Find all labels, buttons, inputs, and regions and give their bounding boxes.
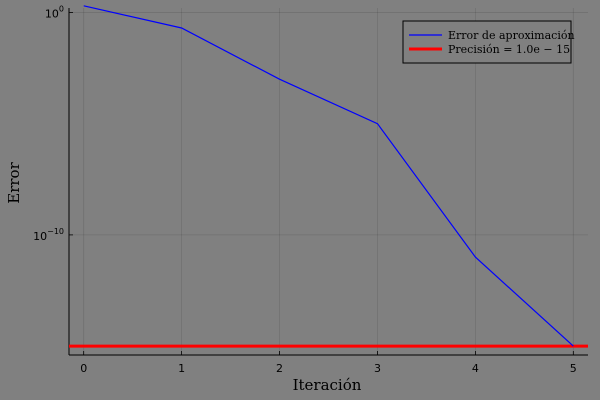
x-tick-label: 4 [472, 362, 479, 375]
error-series-line [83, 5, 574, 347]
legend-label-precision: Precisión = 1.0e − 15 [448, 43, 570, 56]
grid [69, 8, 588, 355]
ticks: 0 1 2 3 4 5 100 10−10 [33, 4, 577, 375]
x-tick-label: 1 [178, 362, 185, 375]
x-tick-label: 2 [276, 362, 283, 375]
legend: Error de aproximación Precisión = 1.0e −… [402, 20, 575, 64]
plot-area [69, 5, 588, 348]
x-axis-label: Iteración [293, 376, 362, 394]
legend-box [402, 20, 572, 64]
x-tick-label: 0 [80, 362, 87, 375]
y-tick-label: 10−10 [33, 227, 64, 243]
x-tick-label: 5 [570, 362, 577, 375]
axes [68, 8, 588, 356]
y-tick-label: 100 [45, 4, 64, 20]
y-axis-label: Error [5, 161, 23, 203]
legend-label-error: Error de aproximación [448, 29, 575, 42]
x-tick-label: 3 [374, 362, 381, 375]
